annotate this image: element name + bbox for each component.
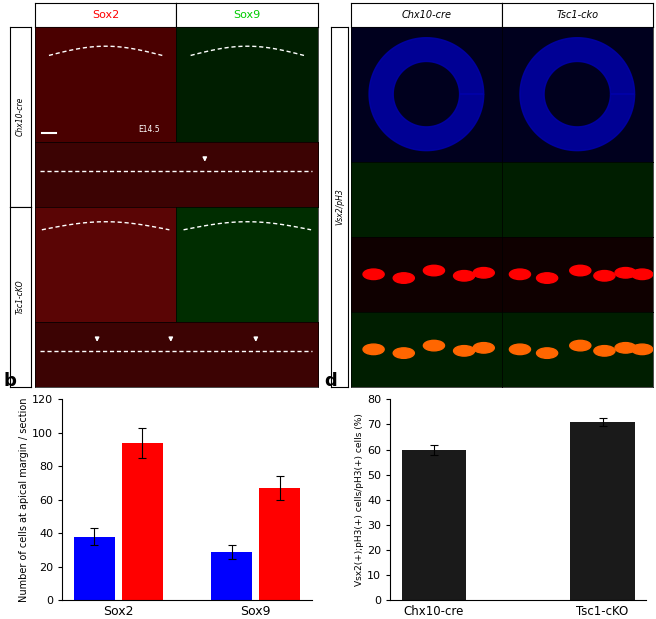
Text: b: b <box>3 372 16 390</box>
Circle shape <box>393 273 415 284</box>
Circle shape <box>423 340 445 351</box>
Circle shape <box>393 348 415 358</box>
Circle shape <box>594 271 615 281</box>
Circle shape <box>569 266 591 276</box>
Circle shape <box>510 269 531 280</box>
Circle shape <box>615 267 636 278</box>
Bar <box>73 537 115 600</box>
Text: a: a <box>3 0 15 2</box>
Y-axis label: Vsx2(+);pH3(+) cells/pH3(+) cells (%): Vsx2(+);pH3(+) cells/pH3(+) cells (%) <box>356 413 364 586</box>
Circle shape <box>569 340 591 351</box>
Bar <box>402 449 466 600</box>
Text: E14.5: E14.5 <box>138 125 159 134</box>
Circle shape <box>632 344 653 355</box>
Circle shape <box>615 342 636 353</box>
Bar <box>211 552 252 600</box>
Text: Sox2: Sox2 <box>92 10 119 20</box>
Text: Tsc1-cko: Tsc1-cko <box>556 10 598 20</box>
Text: Vsx2/pH3: Vsx2/pH3 <box>335 188 344 225</box>
Bar <box>259 488 300 600</box>
Circle shape <box>453 345 475 356</box>
Y-axis label: Number of cells at apical margin / section: Number of cells at apical margin / secti… <box>20 397 30 602</box>
Polygon shape <box>520 38 634 150</box>
Circle shape <box>537 348 558 358</box>
Circle shape <box>537 273 558 284</box>
Circle shape <box>510 344 531 355</box>
Text: c: c <box>325 0 335 2</box>
Bar <box>571 422 634 600</box>
Circle shape <box>473 267 495 278</box>
Circle shape <box>453 271 475 281</box>
Circle shape <box>594 345 615 356</box>
Text: Chx10-cre: Chx10-cre <box>16 97 25 136</box>
Circle shape <box>423 266 445 276</box>
Text: Tsc1-cKO: Tsc1-cKO <box>16 280 25 314</box>
Text: d: d <box>325 372 337 390</box>
Text: Chx10-cre: Chx10-cre <box>401 10 451 20</box>
Circle shape <box>363 344 384 355</box>
Bar <box>122 443 163 600</box>
Text: Sox9: Sox9 <box>234 10 261 20</box>
Circle shape <box>632 269 653 280</box>
Polygon shape <box>369 38 483 150</box>
Circle shape <box>363 269 384 280</box>
Circle shape <box>473 342 495 353</box>
